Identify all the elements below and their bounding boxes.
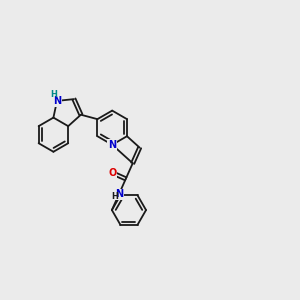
Text: H: H bbox=[111, 192, 118, 201]
Text: N: N bbox=[115, 190, 123, 200]
Text: N: N bbox=[108, 140, 116, 150]
Text: H: H bbox=[51, 90, 58, 99]
Text: N: N bbox=[53, 96, 61, 106]
Text: O: O bbox=[108, 168, 117, 178]
